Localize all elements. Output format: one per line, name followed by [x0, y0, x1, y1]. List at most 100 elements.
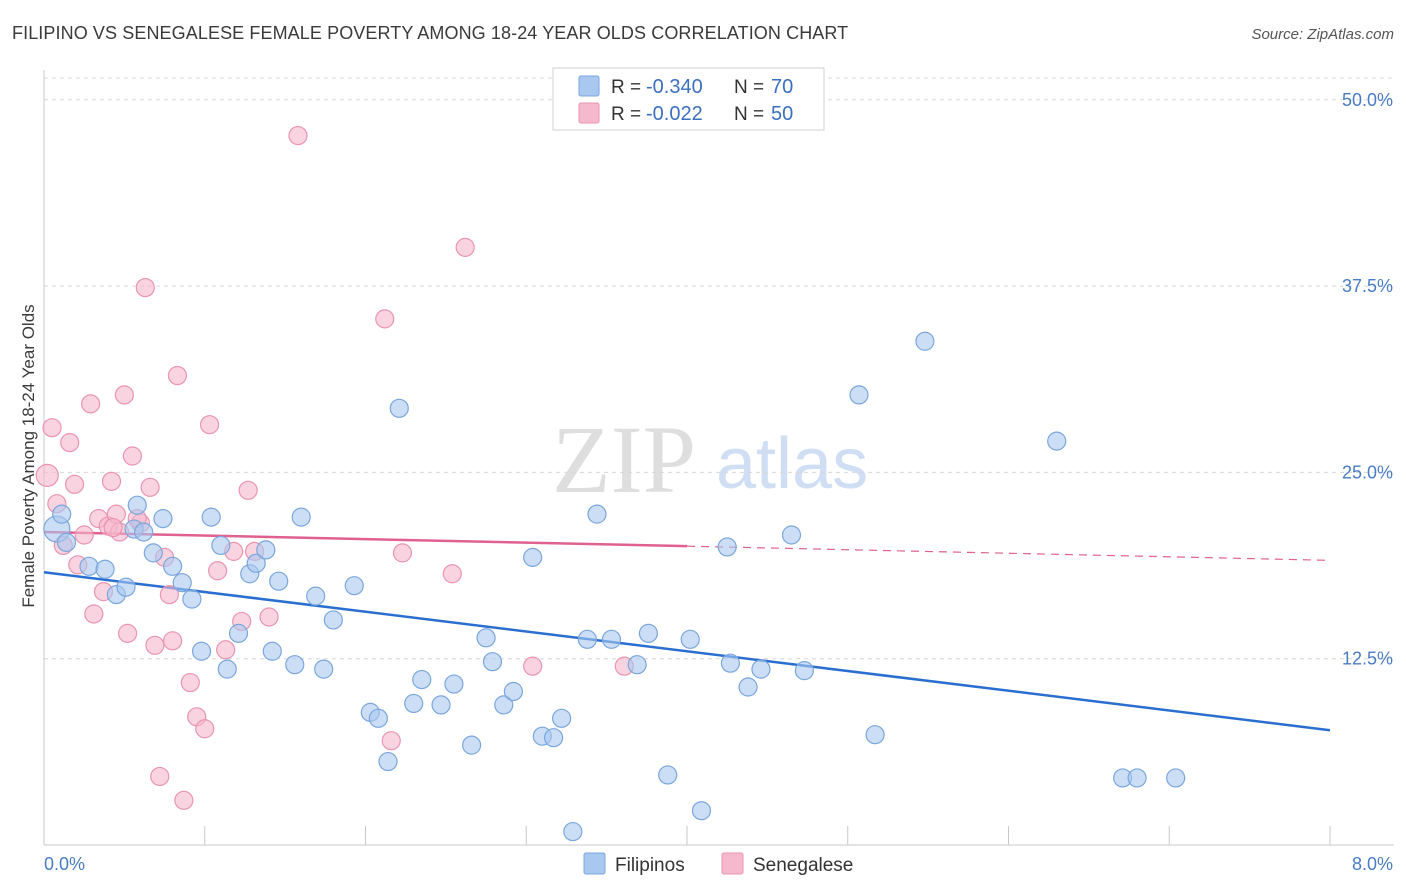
watermark: ZIP atlas	[552, 406, 868, 513]
senegalese-point	[135, 277, 155, 298]
senegalese-point	[163, 631, 183, 651]
filipino-point	[182, 589, 202, 609]
filipino-point	[217, 659, 237, 679]
y-axis-label: Female Poverty Among 18-24 Year Olds	[19, 304, 38, 607]
filipino-point	[201, 507, 221, 527]
senegalese-point	[81, 394, 101, 414]
senegalese-point	[150, 766, 170, 787]
x-tick-label-max: 8.0%	[1352, 854, 1393, 874]
filipino-point	[627, 655, 647, 675]
legend-senegalese-label: Senegalese	[753, 855, 853, 876]
filipino-point	[143, 543, 163, 563]
filipino-point	[172, 573, 192, 593]
filipino-point	[494, 695, 514, 715]
filipino-point	[378, 751, 398, 772]
filipino-point	[720, 653, 741, 673]
filipino-point	[246, 553, 266, 573]
senegalese-point	[523, 656, 543, 676]
senegalese-point	[84, 604, 104, 624]
filipino-points	[43, 331, 1186, 842]
senegalese-point	[114, 385, 134, 405]
legend-filipinos-swatch	[583, 852, 606, 875]
filipino-point	[116, 577, 136, 597]
senegalese-point	[455, 237, 475, 257]
filipino-trend-line	[43, 571, 1331, 732]
filipino-point	[1047, 431, 1067, 451]
senegalese-n-value: 50	[771, 103, 793, 125]
filipino-point	[79, 556, 99, 576]
filipino-point	[262, 641, 282, 661]
filipino-point	[256, 540, 276, 560]
filipino-point	[658, 765, 678, 785]
filipino-point	[691, 801, 712, 821]
senegalese-point	[392, 543, 413, 563]
filipino-point	[163, 556, 183, 576]
filipino-n-label: N =	[734, 77, 764, 98]
filipino-point	[228, 623, 249, 643]
filipino-point	[751, 659, 771, 679]
filipino-point	[865, 725, 885, 745]
legend-filipinos-label: Filipinos	[615, 855, 685, 876]
filipino-r-label: R =	[611, 77, 641, 98]
filipino-point	[717, 537, 737, 557]
watermark-zip: ZIP	[552, 406, 696, 513]
filipino-point	[587, 504, 607, 524]
chart-source: Source: ZipAtlas.com	[1251, 26, 1394, 43]
filipino-point	[56, 532, 77, 553]
senegalese-point	[159, 585, 179, 605]
legend-senegalese-swatch	[721, 852, 744, 875]
filipino-legend-swatch	[578, 75, 600, 97]
senegalese-point	[259, 607, 279, 627]
senegalese-point	[216, 640, 236, 660]
senegalese-n-label: N =	[734, 104, 764, 125]
filipino-point	[134, 522, 154, 542]
filipino-point	[431, 695, 451, 715]
senegalese-point	[64, 474, 85, 494]
senegalese-point	[174, 790, 194, 810]
filipino-point	[476, 628, 496, 648]
senegalese-point	[375, 309, 395, 329]
senegalese-point	[122, 446, 143, 466]
senegalese-point	[381, 731, 401, 751]
senegalese-r-value: -0.022	[646, 103, 703, 125]
filipino-point	[552, 708, 572, 728]
filipino-point	[306, 586, 326, 606]
senegalese-point	[117, 623, 138, 643]
filipino-point	[461, 735, 482, 755]
watermark-atlas: atlas	[716, 424, 868, 504]
senegalese-r-label: R =	[611, 104, 641, 125]
y-tick-label: 37.5%	[1342, 276, 1393, 296]
senegalese-point	[103, 517, 123, 538]
filipino-point	[601, 629, 622, 649]
filipino-point	[680, 629, 700, 649]
y-tick-label: 12.5%	[1342, 649, 1393, 669]
filipino-point	[52, 504, 72, 524]
filipino-point	[482, 652, 503, 672]
senegalese-points	[35, 125, 634, 810]
chart-title: FILIPINO VS SENEGALESE FEMALE POVERTY AM…	[12, 23, 848, 43]
filipino-point	[444, 674, 464, 694]
senegalese-point	[442, 564, 462, 584]
filipino-point	[781, 525, 802, 545]
senegalese-point	[35, 463, 59, 487]
series-legend: Filipinos Senegalese	[583, 852, 853, 876]
senegalese-point	[167, 365, 188, 386]
senegalese-point	[74, 525, 94, 545]
filipino-point	[523, 547, 543, 567]
senegalese-point	[42, 418, 62, 438]
filipino-point	[344, 576, 364, 596]
filipino-point	[95, 559, 115, 579]
filipino-point	[291, 507, 311, 527]
filipino-point	[563, 821, 583, 842]
filipino-r-value: -0.340	[646, 76, 703, 98]
filipino-point	[1166, 768, 1186, 788]
senegalese-point	[101, 471, 122, 491]
filipino-point	[314, 659, 334, 679]
filipino-point	[269, 571, 289, 591]
senegalese-point	[199, 415, 220, 435]
filipino-point	[191, 641, 212, 661]
x-tick-label-min: 0.0%	[44, 854, 85, 874]
senegalese-legend-swatch	[578, 102, 600, 124]
filipino-point	[577, 629, 597, 649]
